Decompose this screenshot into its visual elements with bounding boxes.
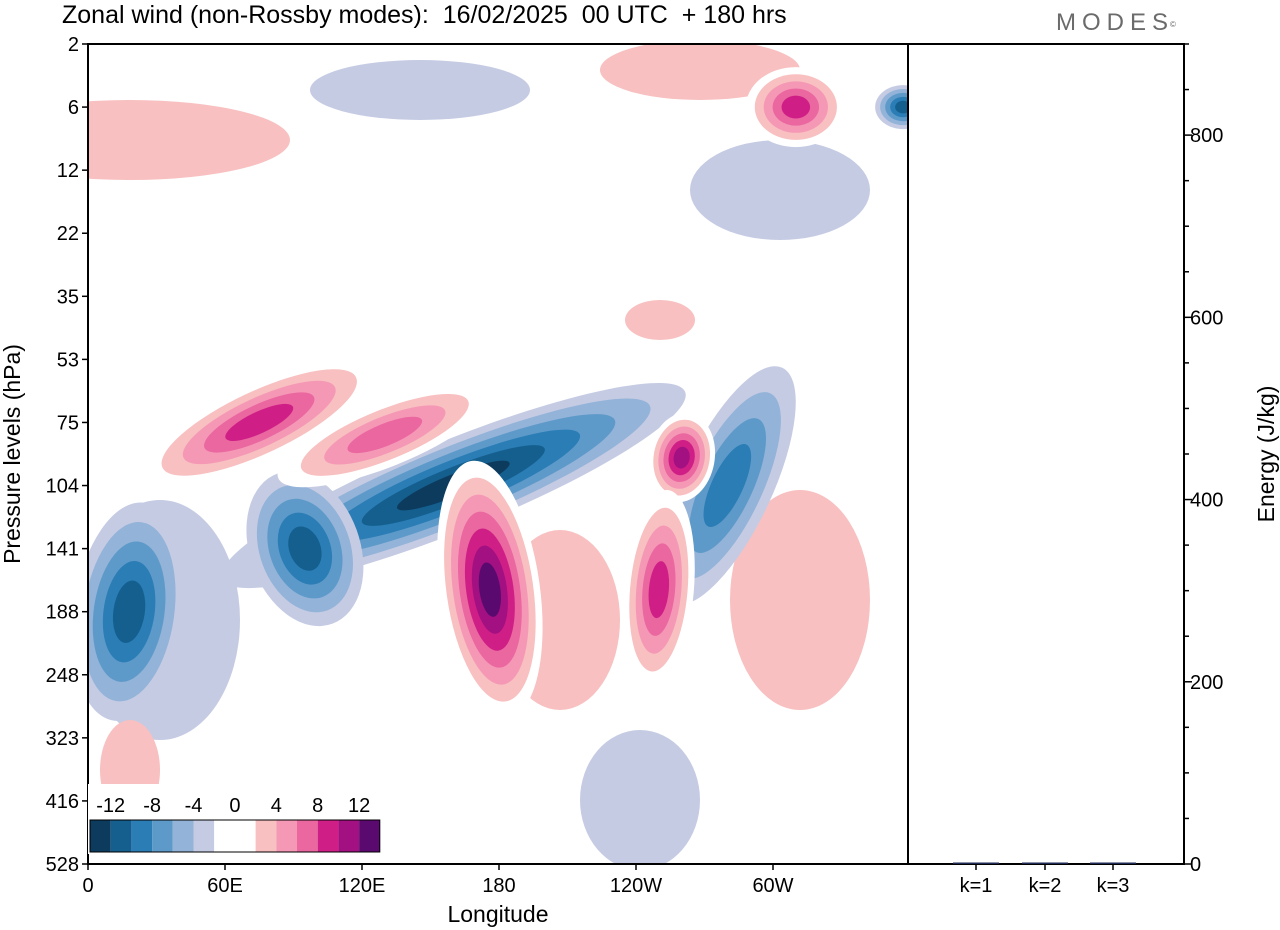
y-tick-label: 35	[57, 286, 79, 308]
category-label: k=1	[960, 875, 993, 897]
x-axis-title: Longitude	[447, 901, 548, 927]
energy-tick-label: 0	[1190, 854, 1201, 876]
legend-tick-label: -8	[143, 795, 161, 817]
contour-band	[703, 444, 752, 528]
y-tick-label: 6	[68, 97, 79, 119]
category-label: k=2	[1029, 875, 1062, 897]
energy-tick-label: 200	[1190, 672, 1223, 694]
brand-logo: MODES©	[1056, 8, 1180, 38]
contour-band	[673, 446, 690, 469]
background-contour-1	[690, 140, 870, 240]
energy-bar-k=2	[1022, 862, 1068, 864]
positive-anomaly-8	[277, 382, 493, 488]
negative-anomaly-2	[246, 471, 364, 627]
x-tick-label: 60E	[207, 875, 243, 897]
legend-swatch	[152, 820, 173, 852]
colorbar-legend: -12 -8 -4 0 4 8 12	[88, 784, 382, 854]
contour-band	[478, 562, 501, 617]
y-tick-label: 188	[46, 602, 79, 624]
background-contour-4	[580, 730, 700, 864]
y-axis-title: Pressure levels (hPa)	[0, 344, 25, 564]
energy-bar-k=1	[953, 862, 999, 864]
legend-tick-label: -4	[185, 795, 203, 817]
legend-swatch	[317, 820, 339, 852]
contour-band	[347, 416, 423, 454]
energy-tick-label: 400	[1190, 490, 1223, 512]
y-tick-label: 323	[46, 728, 79, 750]
contour-band	[112, 580, 146, 643]
energy-axes: 0 200 400 600 800 k=1 k=2 k=3	[960, 43, 1223, 897]
category-label: k=3	[1097, 875, 1130, 897]
legend-swatch	[172, 820, 194, 852]
y-tick-label: 248	[46, 665, 79, 687]
positive-anomaly-5	[437, 460, 543, 719]
y-tick-label: 53	[57, 349, 79, 371]
brand-mark: ©	[1170, 20, 1176, 29]
positive-anomaly-7	[140, 357, 379, 488]
chart-title: Zonal wind (non-Rossby modes): 16/02/202…	[62, 1, 787, 29]
y-tick-label: 141	[46, 539, 79, 561]
background-contour-9	[625, 300, 695, 340]
x-tick-label: 60W	[752, 875, 793, 897]
y-tick-label: 75	[57, 412, 79, 434]
positive-anomaly-9	[622, 489, 695, 690]
y-tick-label: 22	[57, 223, 79, 245]
energy-tick-label: 600	[1190, 307, 1223, 329]
legend-swatch	[90, 820, 111, 852]
contour-band	[648, 561, 670, 619]
y-tick-label: 528	[46, 854, 79, 876]
energy-axis-title: Energy (J/kg)	[1253, 386, 1279, 523]
positive-anomaly-10	[745, 67, 846, 148]
x-tick-label: 120W	[610, 875, 662, 897]
legend-swatch	[234, 820, 256, 852]
legend-swatch	[338, 820, 360, 852]
energy-tick-label: 800	[1190, 125, 1223, 147]
legend-swatch	[255, 820, 277, 852]
legend-swatch	[131, 820, 153, 852]
energy-bars	[953, 862, 1136, 864]
energy-bar-k=3	[1090, 862, 1136, 864]
background-contour-6	[600, 44, 800, 100]
contour-band	[288, 526, 322, 571]
legend-tick-label: 4	[271, 795, 282, 817]
energy-panel-frame	[907, 43, 1185, 865]
y-tick-label: 12	[57, 160, 79, 182]
contour-band	[225, 403, 294, 441]
brand-text: MODES	[1056, 9, 1175, 36]
background-contour-5	[310, 60, 530, 120]
y-tick-label: 104	[46, 476, 79, 498]
negative-anomaly-0	[88, 502, 186, 721]
y-tick-label: 2	[68, 34, 79, 56]
legend-swatch	[297, 820, 318, 852]
contour-band	[895, 100, 908, 114]
legend-swatch	[359, 820, 380, 852]
legend-tick-label: 8	[312, 795, 323, 817]
background-contour-0	[88, 100, 290, 180]
background-contour-3	[730, 490, 870, 710]
heatmap-contours	[88, 44, 908, 864]
legend-swatch	[193, 820, 215, 852]
x-tick-label: 180	[482, 875, 515, 897]
legend-swatch	[214, 820, 235, 852]
legend-tick-label: -12	[96, 795, 125, 817]
x-tick-label: 120E	[339, 875, 386, 897]
legend-swatch	[110, 820, 132, 852]
y-tick-label: 416	[46, 791, 79, 813]
legend-frame	[89, 819, 381, 853]
legend-tick-label: 0	[229, 795, 240, 817]
legend-tick-label: 12	[348, 795, 370, 817]
negative-anomaly-4	[875, 85, 908, 130]
legend-swatch	[276, 820, 297, 852]
positive-anomaly-6	[648, 412, 716, 503]
x-tick-label: 0	[82, 875, 93, 897]
contour-band	[781, 95, 811, 119]
